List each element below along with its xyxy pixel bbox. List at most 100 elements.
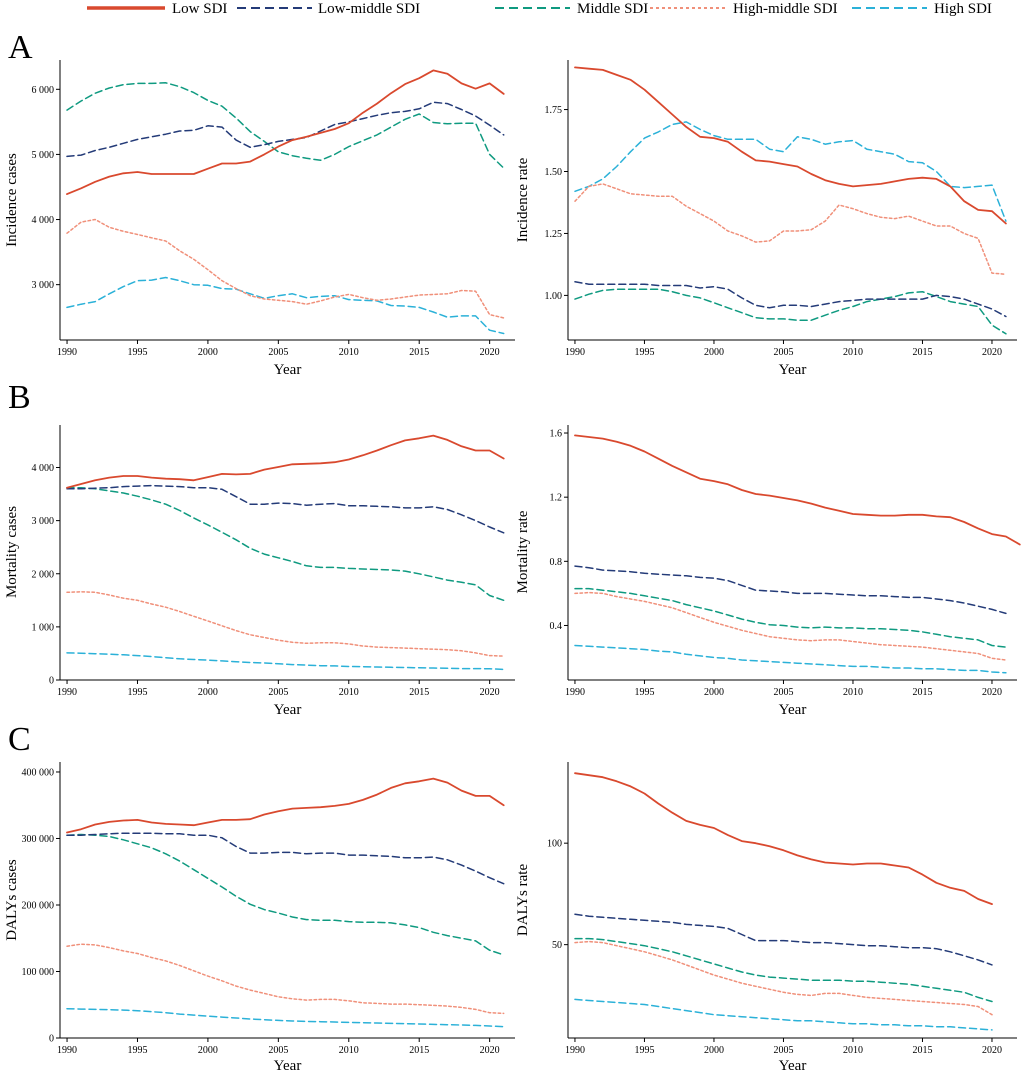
y-tick-label: 4 000 [32,463,55,474]
series-line-low-sdi [66,434,505,489]
x-tick-label: 1990 [57,687,77,698]
y-axis-title: Incidence cases [4,153,20,247]
charts: 1990 1995 2000 2005 2010 2015 2020 3 000 4 000 5 … [4,60,1021,1074]
x-tick-label: 2005 [268,1045,288,1056]
y-tick-label: 200 000 [22,900,55,911]
x-tick-label: 2010 [339,347,359,358]
x-tick-label: 1995 [634,687,654,698]
chart-dalys-cases: 1990 1995 2000 2005 2010 2015 2020 0 100 000 200 … [4,762,515,1074]
y-tick-label: 5 000 [32,150,55,161]
y-tick-label: 1.6 [550,429,563,440]
y-tick-label: 6 000 [32,85,55,96]
y-tick-label: 2 000 [32,569,55,580]
y-tick-label: 3 000 [32,280,55,291]
x-tick-label: 2020 [480,687,500,698]
x-tick-label: 1995 [634,1045,654,1056]
series-line-middle-sdi [574,587,1007,648]
legend-item-high-middle-sdi: High-middle SDI [650,1,838,17]
series-line-low-middle-sdi [574,565,1007,615]
series-line-low-middle-sdi [66,484,505,534]
series-line-low-middle-sdi [66,832,505,885]
legend-label-low-sdi: Low SDI [172,1,227,17]
x-tick-label: 2020 [982,687,1002,698]
series-line-low-sdi [66,777,505,834]
x-tick-label: 2020 [480,1045,500,1056]
x-tick-label: 1990 [57,347,77,358]
y-tick-label: 4 000 [32,215,55,226]
legend-item-middle-sdi: Middle SDI [495,1,648,17]
series-line-middle-sdi [574,288,1007,335]
series-line-middle-sdi [66,82,505,169]
x-tick-label: 1990 [565,687,585,698]
series-line-high-sdi [574,644,1007,674]
y-tick-label: 0.8 [550,557,563,568]
legend-item-low-middle-sdi: Low-middle SDI [237,1,420,17]
series-line-middle-sdi [66,486,505,602]
x-tick-label: 1995 [634,347,654,358]
panel-letter-a: A [8,29,33,66]
panel-letter-c: C [8,721,31,758]
x-tick-label: 2000 [198,687,218,698]
x-tick-label: 1995 [127,687,147,698]
x-tick-label: 2010 [339,1045,359,1056]
y-tick-label: 3 000 [32,516,55,527]
series-line-middle-sdi [66,833,505,956]
x-tick-label: 2010 [339,687,359,698]
chart-incidence-cases: 1990 1995 2000 2005 2010 2015 2020 3 000 4 000 5 … [4,60,515,378]
y-axis-title: Incidence rate [515,157,531,242]
series-line-low-sdi [574,434,1021,546]
panel-letters: A B C [8,29,33,758]
y-tick-label: 300 000 [22,834,55,845]
series-line-high-middle-sdi [574,940,993,1016]
legend-label-high-sdi: High SDI [934,1,992,17]
x-tick-label: 2005 [268,347,288,358]
series-line-high-middle-sdi [574,183,1007,276]
series-line-high-middle-sdi [66,943,505,1015]
y-tick-label: 1.25 [545,229,563,240]
y-tick-label: 100 [547,839,562,850]
y-axis-title: DALYs cases [4,859,20,941]
x-tick-label: 2020 [982,1045,1002,1056]
y-tick-label: 0 [49,1034,54,1045]
series-line-high-sdi [574,121,1007,222]
y-tick-label: 0 [49,676,54,687]
x-tick-label: 1990 [565,347,585,358]
x-tick-label: 1990 [565,1045,585,1056]
x-tick-label: 2020 [480,347,500,358]
chart-mortality-rate: 1990 1995 2000 2005 2010 2015 2020 0.4 0.8 1.2 1.6… [515,425,1021,718]
y-tick-label: 0.4 [550,621,563,632]
x-axis-title: Year [779,702,807,718]
x-tick-label: 2015 [912,1045,932,1056]
y-tick-label: 1.75 [545,105,563,116]
x-tick-label: 2015 [912,687,932,698]
x-tick-label: 1995 [127,1045,147,1056]
y-axis-title: DALYs rate [515,864,531,937]
x-tick-label: 2005 [773,687,793,698]
series-line-middle-sdi [574,937,993,1003]
series-line-low-sdi [574,66,1007,225]
x-tick-label: 2010 [843,1045,863,1056]
legend-label-low-middle-sdi: Low-middle SDI [318,1,420,17]
x-tick-label: 2005 [268,687,288,698]
x-tick-label: 2010 [843,687,863,698]
x-tick-label: 2000 [704,687,724,698]
chart-dalys-rate: 1990 1995 2000 2005 2010 2015 2020 50 100 Year DAL… [515,762,1017,1074]
x-tick-label: 2015 [409,1045,429,1056]
x-tick-label: 2005 [773,1045,793,1056]
y-tick-label: 1.2 [550,493,563,504]
series-line-low-sdi [66,69,505,196]
series-line-high-sdi [66,1007,505,1028]
x-tick-label: 2015 [409,347,429,358]
x-tick-label: 2000 [198,1045,218,1056]
legend-item-low-sdi: Low SDI [87,1,227,17]
series-line-low-middle-sdi [574,913,993,966]
y-tick-label: 400 000 [22,767,55,778]
x-axis-title: Year [274,362,302,378]
x-tick-label: 2000 [704,347,724,358]
y-tick-label: 1 000 [32,622,55,633]
y-tick-label: 1.00 [545,291,563,302]
x-tick-label: 2005 [773,347,793,358]
x-axis-title: Year [274,1058,302,1074]
series-line-low-sdi [574,772,993,905]
